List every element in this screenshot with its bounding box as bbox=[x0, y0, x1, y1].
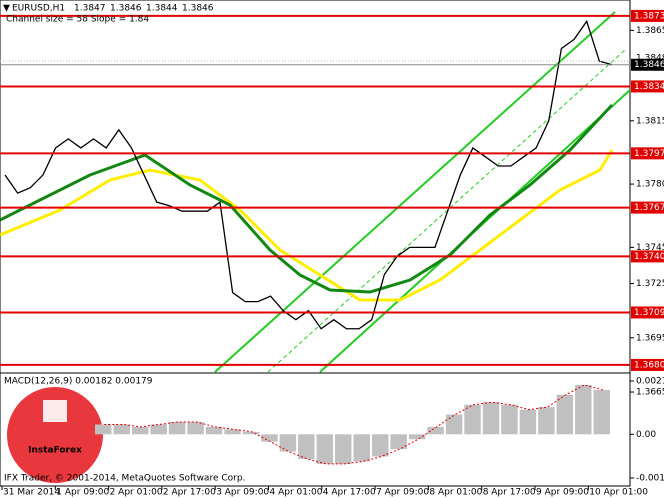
time-label: 8 Apr 01:00 bbox=[429, 488, 482, 498]
logo-circle bbox=[7, 387, 103, 483]
macd-bar bbox=[335, 434, 352, 464]
symbol: EURUSD,H1 bbox=[12, 4, 65, 14]
time-label: 10 Apr 01:00 bbox=[589, 488, 648, 498]
macd-bar bbox=[371, 434, 389, 457]
current-label: 1.3846 bbox=[634, 60, 664, 70]
bid-label: 1.3848 bbox=[636, 54, 664, 64]
level-box bbox=[631, 201, 664, 214]
macd-bar bbox=[408, 434, 426, 440]
macd-bar bbox=[390, 434, 407, 450]
price-line bbox=[4, 19, 613, 330]
time-label: 2 Apr 01:00 bbox=[110, 488, 163, 498]
macd-bar bbox=[95, 424, 112, 435]
level-label: 1.3680 bbox=[634, 360, 664, 370]
ohlc-value: 1.3844 bbox=[146, 4, 178, 14]
macd-tick-label: 0.00216 bbox=[636, 377, 664, 387]
macd-bar bbox=[150, 424, 167, 435]
time-label: 4 Apr 17:00 bbox=[323, 488, 376, 498]
macd-bar bbox=[242, 431, 260, 435]
macd-bar bbox=[353, 434, 370, 462]
price-tick-label: 1.3745 bbox=[636, 243, 664, 253]
price-tick-label: 1.3865 bbox=[636, 26, 664, 36]
time-label: 1 Apr 09:00 bbox=[56, 488, 109, 498]
time-label: 3 Apr 09:00 bbox=[216, 488, 269, 498]
macd-bar bbox=[113, 424, 130, 435]
level-label: 1.3740 bbox=[634, 252, 664, 262]
macd-label: MACD(12,26,9) 0.00182 0.00179 bbox=[4, 377, 153, 387]
time-label: 2 Apr 17:00 bbox=[163, 488, 216, 498]
macd-bar bbox=[445, 414, 463, 435]
macd-bar bbox=[224, 429, 241, 435]
price-tick-label: 1.3780 bbox=[636, 180, 664, 190]
macd-bar bbox=[593, 389, 610, 435]
macd-bar bbox=[538, 407, 555, 435]
level-box bbox=[631, 9, 664, 22]
price-tick-label: 1.3695 bbox=[636, 333, 664, 343]
time-label: 9 Apr 09:00 bbox=[536, 488, 589, 498]
macd-bar bbox=[298, 434, 315, 459]
symbol-arrow: ▼ bbox=[3, 4, 10, 14]
indicators bbox=[0, 11, 631, 373]
macd-bar bbox=[575, 384, 592, 435]
time-label: 8 Apr 17:00 bbox=[483, 488, 536, 498]
chart-frame bbox=[0, 0, 631, 487]
ohlc-value: 1.3846 bbox=[182, 4, 214, 14]
logo-text: InstaForex bbox=[28, 446, 82, 456]
footer: IFX Trader, © 2001-2014, MetaQuotes Soft… bbox=[4, 474, 245, 484]
macd-bar bbox=[501, 404, 518, 435]
level-label: 1.3834 bbox=[634, 82, 664, 92]
macd-bar bbox=[482, 402, 500, 435]
macd-bar bbox=[131, 426, 149, 435]
macd-bar bbox=[556, 394, 574, 435]
macd-tick-label: -0.00177 bbox=[636, 474, 664, 484]
price-tick-label: 1.3815 bbox=[636, 116, 664, 126]
channel-mid bbox=[267, 49, 626, 373]
macd-bar bbox=[261, 434, 278, 442]
current-box bbox=[631, 58, 664, 71]
macd-bar bbox=[187, 421, 204, 435]
logo-badge bbox=[7, 387, 103, 483]
macd-signal bbox=[104, 384, 603, 465]
level-box bbox=[631, 80, 664, 93]
macd-bar bbox=[464, 404, 481, 435]
time-label: 4 Apr 01:00 bbox=[270, 488, 323, 498]
macd-bar bbox=[427, 426, 444, 435]
price-tick-label: 1.3725 bbox=[636, 279, 664, 289]
logo-icon bbox=[43, 400, 67, 422]
macd-bar bbox=[519, 409, 537, 435]
ohlc-value: 1.3847 bbox=[74, 4, 106, 14]
time-label: 7 Apr 09:00 bbox=[376, 488, 429, 498]
level-box bbox=[631, 147, 664, 160]
level-box bbox=[631, 250, 664, 263]
macd-bar bbox=[205, 426, 223, 435]
level-label: 1.3797 bbox=[634, 149, 664, 159]
time-label: 31 Mar 2014 bbox=[3, 488, 60, 498]
macd-tick-label: 0.00 bbox=[636, 430, 656, 440]
macd-bar bbox=[279, 434, 297, 452]
ohlc-value: 1.3846 bbox=[110, 4, 142, 14]
level-label: 1.3709 bbox=[634, 308, 664, 318]
macd-bar bbox=[316, 434, 334, 464]
ma-fast bbox=[0, 103, 614, 294]
level-label: 1.3767 bbox=[634, 203, 664, 213]
level-box bbox=[631, 306, 664, 319]
macd-bar bbox=[168, 421, 186, 435]
channel-info: Channel size = 58 Slope = 1.84 bbox=[6, 15, 149, 25]
price-tick-label: 1.3665 bbox=[636, 388, 664, 398]
level-box bbox=[631, 358, 664, 371]
level-label: 1.3873 bbox=[634, 11, 664, 21]
ma-slow bbox=[0, 149, 614, 302]
